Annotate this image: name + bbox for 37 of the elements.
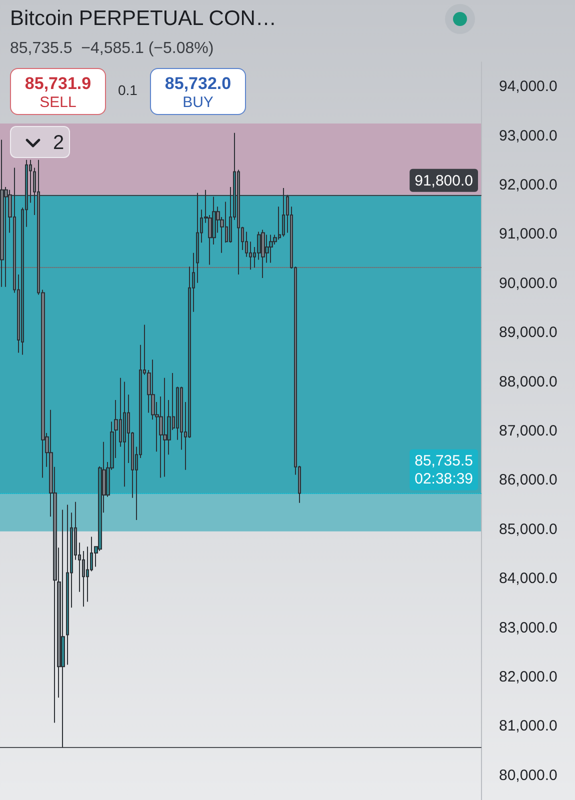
- chart-title: Bitcoin PERPETUAL CON…: [10, 7, 276, 31]
- y-tick-label: 91,000.0: [499, 226, 558, 243]
- candlestick: [66, 504, 69, 666]
- ref-line-label: 91,800.0: [414, 172, 473, 190]
- chart-subtitle: 85,735.5 −4,585.1 (−5.08%): [10, 40, 214, 58]
- y-tick-label: 83,000.0: [499, 619, 558, 636]
- y-tick-label: 84,000.0: [499, 570, 558, 588]
- candlestick: [123, 381, 126, 488]
- candlestick: [269, 234, 273, 264]
- y-tick-label: 86,000.0: [499, 472, 558, 489]
- y-tick-label: 94,000.0: [499, 78, 558, 96]
- annotation: 2: [53, 132, 64, 155]
- annotation: 85,731.9: [24, 74, 92, 93]
- candlestick: [261, 229, 265, 278]
- y-tick-label: 87,000.0: [499, 422, 558, 440]
- annotation: 85,732.0: [164, 74, 232, 93]
- y-tick-label: 89,000.0: [499, 324, 558, 342]
- candlestick: [282, 187, 285, 238]
- y-tick-label: 93,000.0: [499, 127, 558, 144]
- y-tick-label: 88,000.0: [499, 373, 558, 390]
- y-tick-label: 80,000.0: [499, 766, 558, 784]
- candlestick: [61, 509, 65, 748]
- ref-line-label: 85,735.5 02:38:39: [414, 452, 473, 488]
- buy-button: 85,732.0 BUY: [150, 68, 246, 115]
- candlestick: [163, 377, 167, 478]
- y-tick-label: 85,000.0: [499, 520, 558, 538]
- toggle-button: 2: [10, 126, 70, 158]
- sell-button: 85,731.9 SELL: [10, 68, 106, 115]
- candlestick: [196, 192, 199, 284]
- y-tick-label: 92,000.0: [499, 176, 558, 194]
- annotation: BUY: [182, 94, 214, 112]
- y-tick-label: 81,000.0: [499, 718, 558, 735]
- y-tick-label: 82,000.0: [499, 668, 558, 686]
- candlestick: [0, 139, 4, 288]
- annotation: SELL: [38, 94, 78, 112]
- y-tick-label: 90,000.0: [499, 274, 558, 292]
- annotation: 0.1: [118, 82, 138, 98]
